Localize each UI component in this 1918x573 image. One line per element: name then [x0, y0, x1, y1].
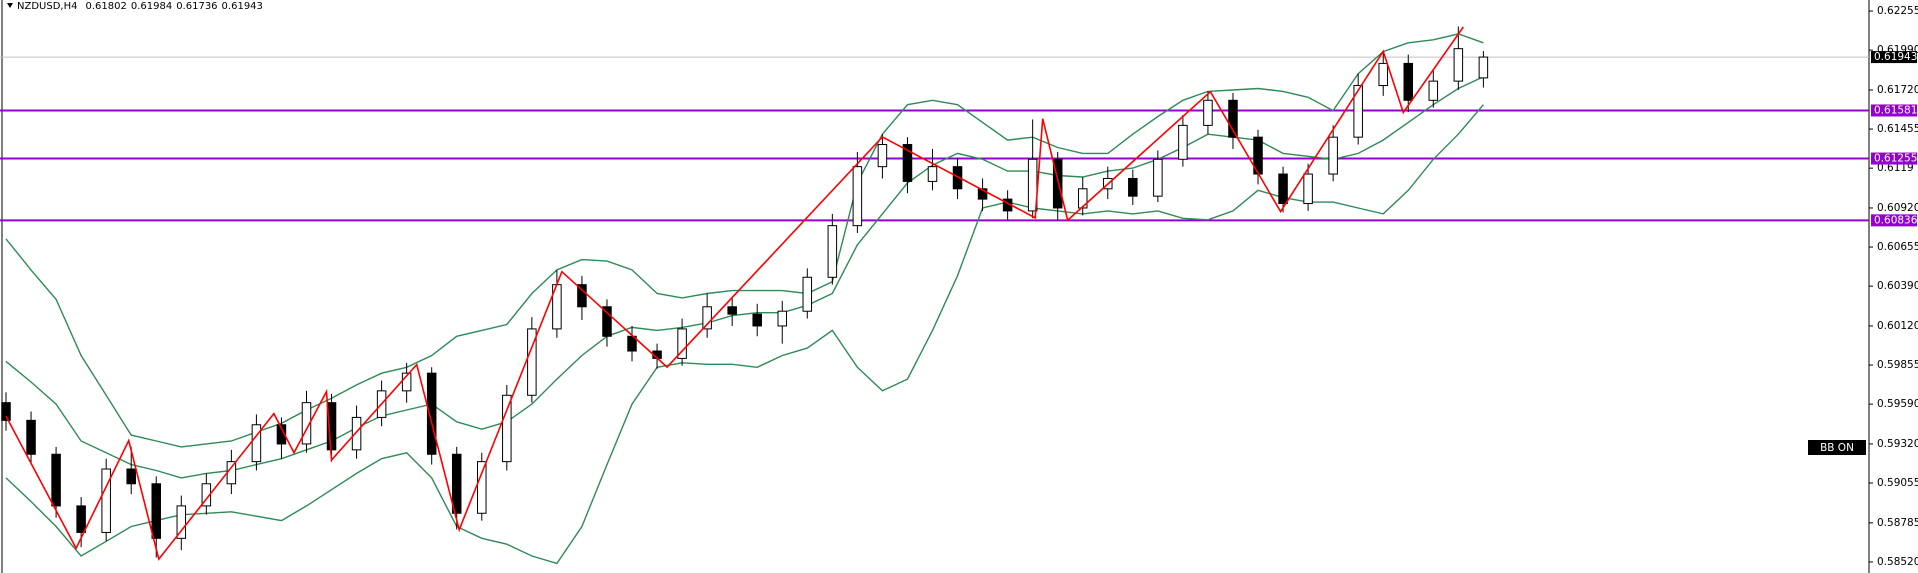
candle-body — [451, 453, 462, 514]
candle-body — [1128, 177, 1138, 197]
candle-body — [1278, 173, 1288, 205]
candle-body — [977, 188, 988, 200]
bollinger-lower — [5, 104, 1484, 565]
y-tick-label: 0.60920 — [1877, 202, 1918, 214]
candle-body — [1328, 136, 1338, 175]
candle-body — [1052, 158, 1063, 209]
y-tick-label: 0.59855 — [1877, 359, 1918, 371]
level-label: 0.61255 — [1874, 153, 1917, 165]
y-tick-label: 0.60655 — [1877, 241, 1918, 253]
candle-body — [777, 310, 788, 327]
candle-body — [426, 372, 437, 455]
candle-body — [1303, 173, 1313, 205]
candle-body — [351, 416, 362, 451]
candle-body — [226, 461, 237, 485]
y-tick-label: 0.60390 — [1877, 280, 1918, 292]
quote-close: 0.61943 — [222, 1, 263, 12]
quote-low: 0.61736 — [176, 1, 217, 12]
level-label-bg — [1871, 152, 1917, 165]
candle-body — [852, 166, 863, 227]
candle-body — [1077, 188, 1088, 209]
candle-body — [1378, 62, 1388, 87]
candle-body — [126, 468, 136, 485]
y-tick-label: 0.59055 — [1877, 477, 1918, 489]
candle-body — [752, 313, 762, 327]
zigzag-line — [5, 26, 1464, 561]
candle-body — [101, 468, 111, 533]
y-tick-label: 0.58785 — [1877, 517, 1918, 529]
candle-body — [51, 453, 61, 507]
candle-body — [1178, 124, 1188, 160]
candle-body — [76, 505, 86, 533]
chart-header: NZDUSD,H4 0.61802 0.61984 0.61736 0.61943 — [17, 1, 263, 12]
candle-body — [902, 144, 913, 182]
candle-body — [1, 402, 11, 421]
candle-body — [251, 424, 262, 463]
candle-body — [827, 225, 838, 278]
candle-body — [677, 328, 687, 359]
candle-body — [927, 166, 938, 182]
indicator-badge — [1808, 440, 1866, 455]
candle-body — [577, 284, 587, 308]
zigzag-layer — [5, 26, 1464, 561]
level-label: 0.60836 — [1874, 214, 1918, 226]
quote-high: 0.61984 — [131, 1, 172, 12]
candle-body — [602, 306, 612, 337]
y-tick-label: 0.62255 — [1877, 5, 1918, 17]
candle-body — [26, 419, 36, 455]
candle-body — [877, 144, 888, 168]
price-label-bg — [1871, 51, 1917, 64]
y-tick-label: 0.60120 — [1877, 320, 1918, 332]
candle-body — [1353, 85, 1363, 138]
candle-body — [802, 276, 813, 312]
level-label-bg — [1871, 104, 1917, 117]
y-tick-label: 0.59320 — [1877, 438, 1918, 450]
candle-body — [301, 402, 312, 445]
y-tick-label: 0.6119 — [1877, 162, 1914, 174]
candle-body — [151, 483, 162, 539]
level-layer — [0, 56, 1869, 222]
candle-body — [727, 306, 737, 315]
candle-body — [1153, 158, 1163, 197]
candle-body — [502, 394, 512, 463]
collapse-arrow[interactable] — [7, 3, 13, 8]
level-label-bg — [1871, 214, 1917, 227]
indicator-label: BB ON — [1820, 442, 1854, 454]
candle-body — [401, 372, 412, 392]
price-label: 0.61943 — [1874, 51, 1917, 63]
symbol: NZDUSD,H4 — [17, 1, 77, 12]
candle-body — [176, 505, 187, 539]
candle-body — [527, 328, 537, 396]
y-tick-label: 0.59590 — [1877, 398, 1918, 410]
candle-body — [952, 166, 963, 190]
candle-body — [477, 461, 487, 514]
axis-layer: 0.622550.619900.617200.614550.61190.6092… — [1869, 5, 1918, 568]
candle-body — [1453, 48, 1464, 82]
candle-body — [1203, 99, 1213, 126]
candle-body — [1403, 62, 1414, 101]
y-tick-label: 0.61720 — [1877, 84, 1918, 96]
candle-body — [702, 306, 712, 330]
candle-body — [1228, 99, 1238, 138]
candles-layer — [1, 26, 1489, 558]
y-tick-label: 0.61455 — [1877, 123, 1918, 135]
candle-body — [1478, 56, 1489, 79]
candle-body — [276, 424, 287, 445]
quote-open: 0.61802 — [85, 1, 126, 12]
candle-body — [1428, 80, 1439, 101]
level-label: 0.61581 — [1874, 104, 1917, 116]
y-tick-label: 0.58520 — [1877, 556, 1918, 568]
